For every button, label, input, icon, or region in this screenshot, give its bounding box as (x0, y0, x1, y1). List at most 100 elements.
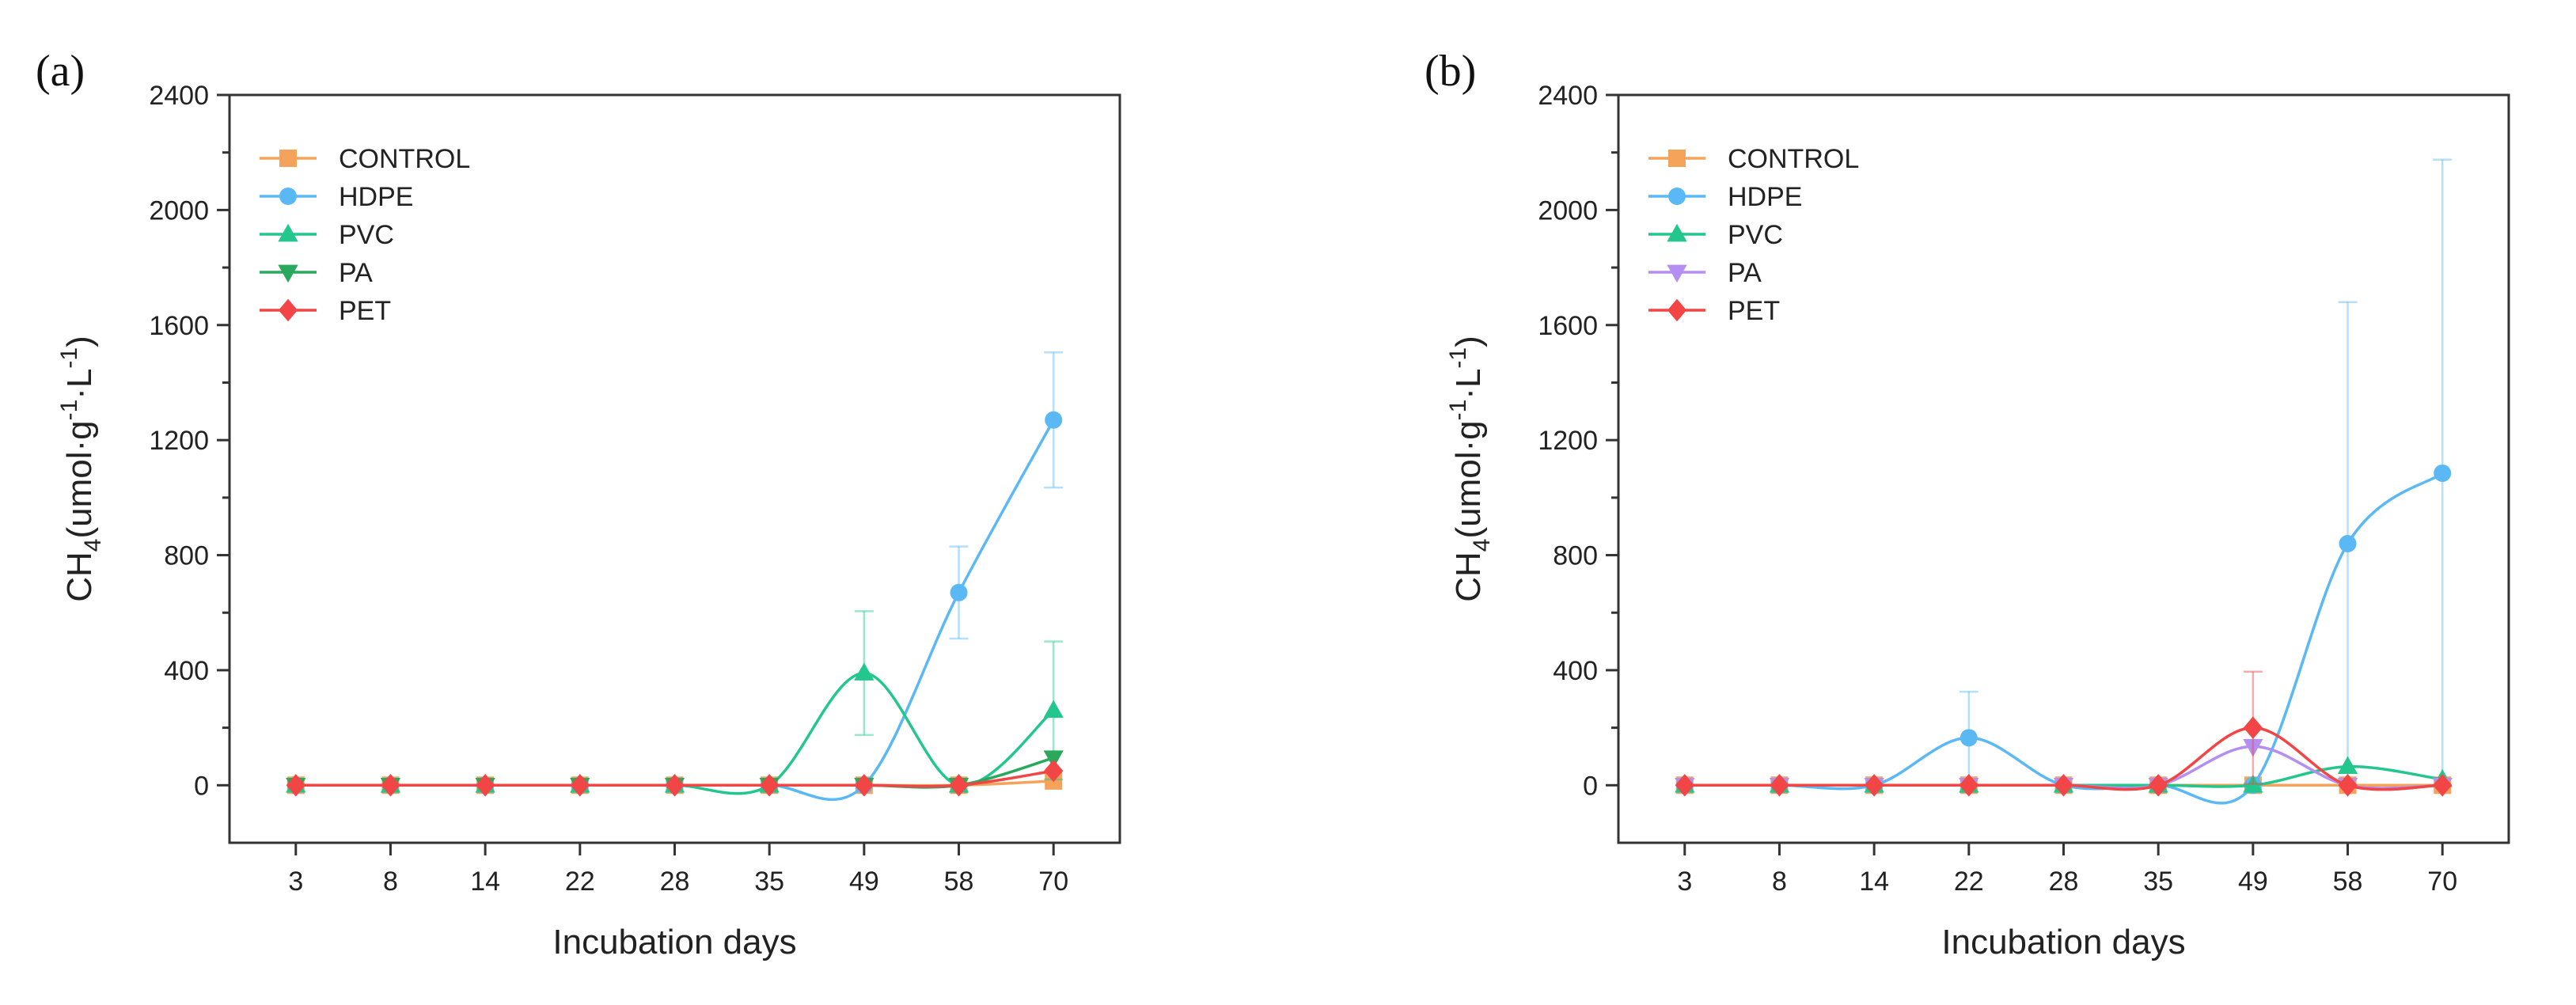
y-axis-label: CH4(umol·g-1·L-1) (1445, 336, 1495, 602)
data-point (665, 774, 685, 797)
legend-marker (279, 150, 297, 167)
data-point (2243, 738, 2263, 757)
data-point (950, 583, 968, 601)
y-tick-label: 2000 (149, 195, 209, 226)
series-line (295, 419, 1055, 802)
series-pet (1675, 670, 2453, 797)
y-tick-label: 800 (1553, 541, 1598, 571)
y-tick-label: 1200 (1538, 426, 1598, 456)
legend-marker (1667, 264, 1687, 283)
x-axis-label: Incubation days (552, 923, 796, 961)
legend-label: PA (339, 258, 373, 288)
legend-item-pvc: PVC (260, 220, 394, 250)
legend-item-pa: PA (260, 258, 373, 288)
plot-area (286, 351, 1064, 802)
legend-label: PET (1728, 296, 1780, 326)
series-line (1684, 472, 2444, 805)
data-point (570, 774, 590, 797)
legend-marker (278, 264, 298, 283)
legend-marker (278, 223, 298, 242)
data-point (760, 774, 780, 797)
y-tick-label: 0 (1583, 771, 1598, 801)
data-point (1959, 774, 1978, 797)
legend-marker (279, 188, 297, 205)
series-pvc (286, 610, 1064, 795)
plot-area (1675, 158, 2453, 805)
chart-panel-a: (a) 0 400 800 1200 1600 2000 2400 3 8 14 22 28 35 49 58… (36, 47, 1121, 961)
x-tick-label: 35 (2143, 867, 2173, 897)
legend-label: HDPE (339, 182, 413, 212)
legend-marker (1668, 188, 1686, 205)
data-point (2338, 774, 2358, 797)
legend-label: PVC (1728, 220, 1783, 250)
x-tick-label: 3 (288, 867, 303, 897)
legend: CONTROL HDPE PVC PA PET (260, 144, 470, 326)
y-tick-label: 0 (194, 771, 209, 801)
data-point (381, 774, 400, 797)
y-axis-label: CH4(umol·g-1·L-1) (56, 336, 106, 602)
data-point (2337, 756, 2358, 775)
series-line (1684, 726, 2443, 791)
data-point (286, 774, 305, 797)
legend-label: CONTROL (339, 144, 470, 174)
data-point (949, 774, 969, 797)
legend-label: CONTROL (1728, 144, 1859, 174)
legend-label: PET (339, 296, 391, 326)
data-point (2339, 535, 2357, 552)
legend-label: PVC (339, 220, 394, 250)
x-tick-label: 70 (2427, 867, 2457, 897)
data-point (2054, 774, 2073, 797)
legend-label: HDPE (1728, 182, 1802, 212)
x-tick-label: 8 (383, 867, 398, 897)
panel-label: (a) (36, 47, 85, 96)
y-tick-label: 1600 (1538, 311, 1598, 341)
legend-item-hdpe: HDPE (260, 182, 413, 212)
data-point (1044, 759, 1064, 783)
y-tick-label: 1600 (149, 311, 209, 341)
legend-item-hdpe: HDPE (1648, 182, 1802, 212)
legend-item-pvc: PVC (1648, 220, 1783, 250)
y-tick-label: 2400 (1538, 81, 1598, 111)
data-point (2433, 774, 2453, 797)
data-point (1960, 729, 1978, 747)
x-tick-label: 49 (2238, 867, 2268, 897)
legend-item-control: CONTROL (1648, 144, 1859, 174)
data-point (1770, 774, 1789, 797)
x-tick-label: 58 (2333, 867, 2363, 897)
data-point (2243, 716, 2263, 739)
x-tick-label: 58 (944, 867, 974, 897)
panel-label: (b) (1425, 47, 1476, 96)
legend-item-control: CONTROL (260, 144, 470, 174)
legend: CONTROL HDPE PVC PA PET (1648, 144, 1859, 326)
x-tick-label: 3 (1677, 867, 1692, 897)
y-tick-label: 400 (1553, 656, 1598, 686)
series-pet (286, 759, 1064, 797)
y-tick-label: 400 (164, 656, 209, 686)
x-tick-label: 22 (565, 867, 595, 897)
data-point (2243, 775, 2263, 793)
data-point (476, 774, 495, 797)
data-point (854, 774, 874, 797)
x-tick-label: 14 (470, 867, 500, 897)
legend-marker (278, 298, 298, 322)
x-tick-label: 49 (849, 867, 879, 897)
series-hdpe (1675, 158, 2453, 805)
series-hdpe (286, 351, 1064, 802)
data-point (1043, 700, 1064, 719)
x-axis-label: Incubation days (1941, 923, 2185, 961)
y-tick-label: 800 (164, 541, 209, 571)
data-point (854, 662, 874, 681)
y-tick-label: 1200 (149, 426, 209, 456)
legend-label: PA (1728, 258, 1762, 288)
data-point (1865, 774, 1884, 797)
x-tick-label: 28 (2049, 867, 2079, 897)
data-point (2434, 464, 2452, 482)
legend-marker (1667, 223, 1687, 242)
legend-marker (1668, 150, 1686, 167)
legend-item-pet: PET (1648, 296, 1780, 326)
y-tick-label: 2400 (149, 81, 209, 111)
data-point (1045, 411, 1063, 429)
data-point (1675, 774, 1694, 797)
x-tick-label: 8 (1772, 867, 1787, 897)
